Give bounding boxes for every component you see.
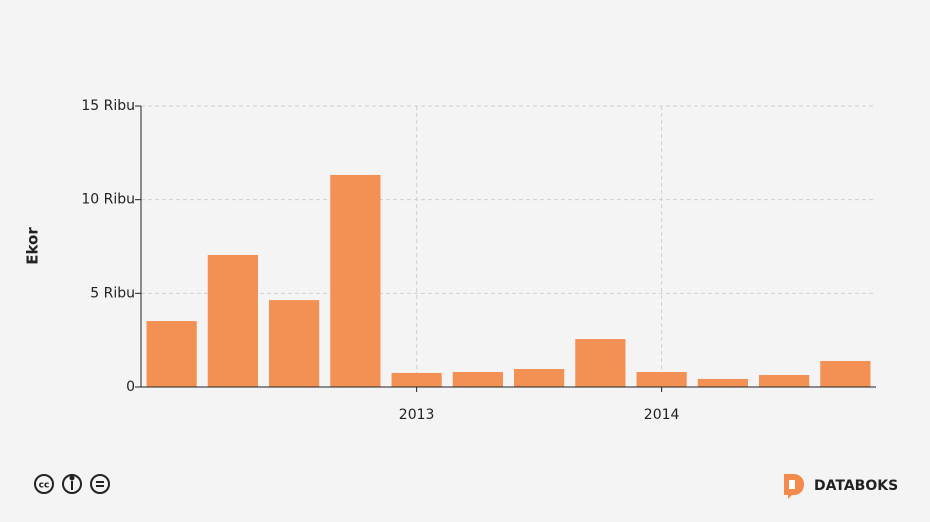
y-tick-label: 15 Ribu (81, 98, 135, 114)
bar (575, 339, 626, 387)
x-tick-label: 2014 (644, 407, 680, 423)
x-tick-label: 2013 (399, 407, 435, 423)
bar (514, 369, 565, 387)
svg-text:cc: cc (39, 481, 50, 491)
y-tick-label: 10 Ribu (81, 192, 135, 208)
bar (207, 254, 258, 387)
bar (820, 360, 871, 387)
y-axis-label: Ekor (24, 227, 42, 265)
y-tick-label: 5 Ribu (90, 285, 135, 301)
bar (697, 378, 748, 387)
license-icons: cc (34, 474, 110, 494)
y-tick-label: 0 (126, 379, 135, 395)
bar (269, 300, 320, 387)
bar (330, 174, 381, 387)
bar (759, 375, 810, 387)
bar (636, 372, 687, 387)
bar (146, 321, 197, 387)
brand-logo: DATABOKS (784, 474, 898, 499)
plot: 0 5 Ribu 10 Ribu 15 Ribu 2013 2014 (81, 98, 876, 423)
bar (391, 372, 442, 387)
bar (452, 372, 503, 387)
brand-name: DATABOKS (814, 478, 898, 494)
